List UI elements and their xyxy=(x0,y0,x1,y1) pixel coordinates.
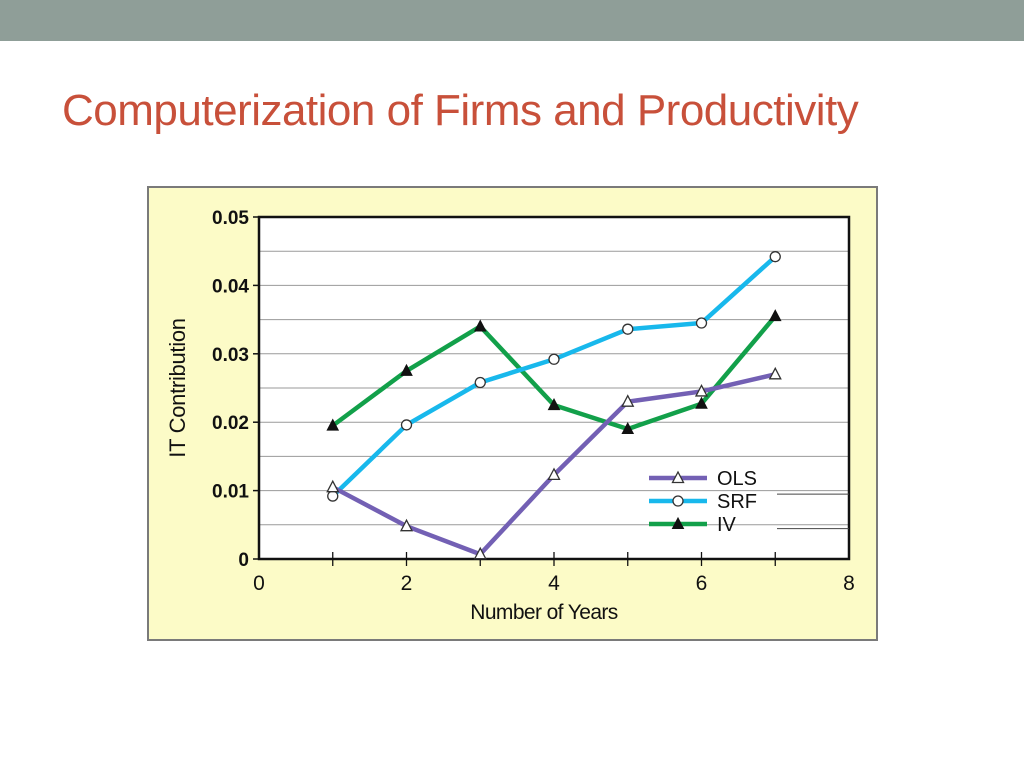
x-tick-label: 2 xyxy=(401,572,413,595)
legend-label: OLS xyxy=(717,468,757,490)
series-iv xyxy=(326,309,782,435)
data-point-ols xyxy=(473,546,487,560)
y-axis-label: IT Contribution xyxy=(165,318,190,457)
data-point-iv xyxy=(695,396,708,409)
y-tick-label: 0.02 xyxy=(212,413,249,434)
y-tick-label: 0.01 xyxy=(212,482,249,503)
data-point-iv xyxy=(473,319,487,332)
data-point-ols xyxy=(621,394,635,407)
data-point-ols xyxy=(547,467,561,481)
data-point-srf xyxy=(769,251,781,263)
data-point-iv xyxy=(400,363,413,376)
series-srf xyxy=(327,251,781,502)
data-point-ols xyxy=(694,384,709,397)
data-point-iv xyxy=(547,398,561,411)
data-point-srf xyxy=(474,376,486,389)
data-point-srf xyxy=(695,317,708,329)
x-axis-label: Number of Years xyxy=(470,601,618,624)
data-point-ols xyxy=(399,518,414,532)
y-tick-label: 0 xyxy=(238,550,249,571)
x-tick-label: 8 xyxy=(843,572,855,595)
x-tick-label: 0 xyxy=(253,572,265,595)
data-point-srf xyxy=(400,419,413,431)
y-tick-label: 0.05 xyxy=(212,208,249,229)
data-point-iv xyxy=(768,309,782,322)
data-point-ols xyxy=(326,479,340,493)
series-lines xyxy=(326,251,782,560)
slide-title: Computerization of Firms and Productivit… xyxy=(62,86,859,135)
data-point-ols xyxy=(671,470,685,484)
data-point-srf xyxy=(672,495,684,507)
data-point-ols xyxy=(768,366,782,380)
y-tick-label: 0.04 xyxy=(212,276,249,297)
data-point-srf xyxy=(327,490,339,502)
y-tick-label: 0.03 xyxy=(212,345,249,366)
axes: 0 0.01 0.02 0.03 0.04 0.05 0 2 4 6 8 xyxy=(212,208,855,595)
series-ols xyxy=(326,366,782,560)
legend-label: IV xyxy=(717,514,737,536)
legend-item-ols: OLS xyxy=(649,468,757,490)
x-tick-label: 4 xyxy=(548,572,560,595)
chart-panel: 0 0.01 0.02 0.03 0.04 0.05 0 2 4 6 8 OLS SRF IV Numb… xyxy=(147,186,878,641)
data-point-srf xyxy=(622,323,634,335)
data-point-srf xyxy=(548,353,560,365)
data-point-iv xyxy=(326,418,340,431)
data-point-iv xyxy=(671,516,685,529)
legend-item-iv: IV xyxy=(649,514,737,536)
legend-item-srf: SRF xyxy=(649,491,757,513)
x-tick-label: 6 xyxy=(696,572,708,595)
data-point-iv xyxy=(621,421,635,435)
legend-label: SRF xyxy=(717,491,757,513)
top-band xyxy=(0,0,1024,41)
